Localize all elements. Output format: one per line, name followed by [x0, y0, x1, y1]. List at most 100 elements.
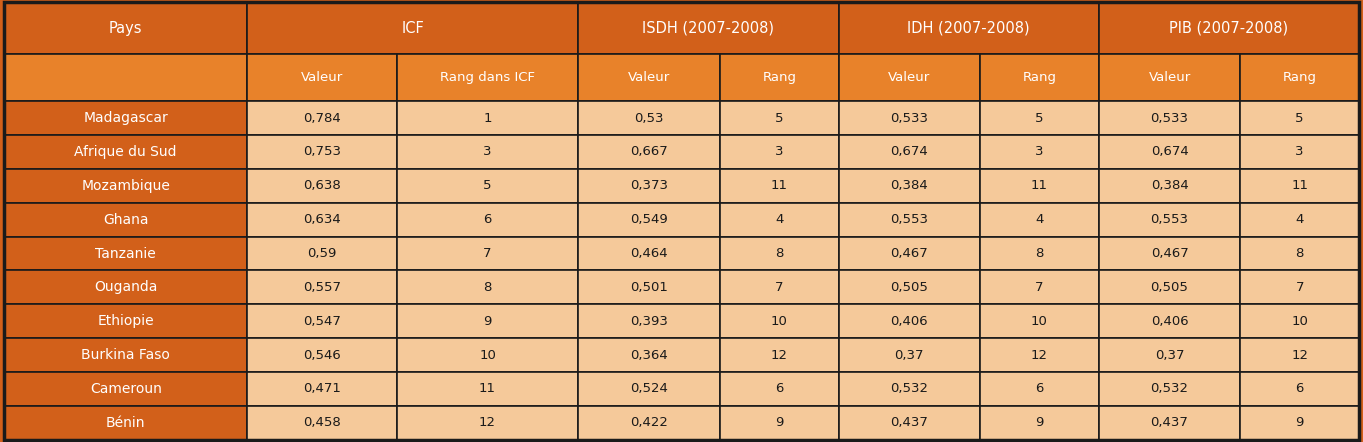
Bar [4, 203, 247, 236]
Text: 1: 1 [484, 111, 492, 125]
Bar [720, 338, 838, 372]
Text: 0,406: 0,406 [1150, 315, 1189, 328]
Text: 6: 6 [1295, 382, 1304, 396]
Text: 7: 7 [1295, 281, 1304, 294]
Text: 10: 10 [1291, 315, 1308, 328]
Text: Bénin: Bénin [106, 416, 146, 430]
Bar [720, 203, 838, 236]
Bar [980, 406, 1099, 440]
Bar [247, 135, 397, 169]
Bar [247, 372, 397, 406]
Text: 11: 11 [770, 179, 788, 192]
Text: 10: 10 [478, 349, 496, 362]
Text: 0,505: 0,505 [1150, 281, 1189, 294]
Bar [1099, 338, 1240, 372]
Text: Madagascar: Madagascar [83, 111, 168, 125]
Bar [838, 338, 980, 372]
Bar [578, 236, 720, 271]
Bar [1240, 338, 1359, 372]
Text: 0,59: 0,59 [307, 247, 337, 260]
Text: 8: 8 [1295, 247, 1304, 260]
Text: Mozambique: Mozambique [82, 179, 170, 193]
Text: 8: 8 [484, 281, 492, 294]
Bar [838, 169, 980, 203]
Text: 11: 11 [478, 382, 496, 396]
Text: Cameroun: Cameroun [90, 382, 162, 396]
Bar [397, 135, 578, 169]
Bar [4, 372, 247, 406]
Bar [838, 101, 980, 135]
Text: ICF: ICF [402, 20, 424, 35]
Bar [980, 135, 1099, 169]
Text: 0,667: 0,667 [630, 145, 668, 158]
Text: 7: 7 [484, 247, 492, 260]
Text: 3: 3 [1295, 145, 1304, 158]
Bar [720, 135, 838, 169]
Bar [1099, 271, 1240, 304]
Text: 6: 6 [776, 382, 784, 396]
Text: 4: 4 [1295, 213, 1304, 226]
Bar [980, 54, 1099, 101]
Bar [4, 101, 247, 135]
Bar [247, 406, 397, 440]
Text: 8: 8 [776, 247, 784, 260]
Text: 0,533: 0,533 [1150, 111, 1189, 125]
Text: 0,553: 0,553 [890, 213, 928, 226]
Bar [1240, 372, 1359, 406]
Text: 12: 12 [478, 416, 496, 429]
Bar [1099, 406, 1240, 440]
Text: 6: 6 [1036, 382, 1044, 396]
Bar [4, 304, 247, 338]
Text: Pays: Pays [109, 20, 143, 35]
Text: 0,37: 0,37 [894, 349, 924, 362]
Text: Burkina Faso: Burkina Faso [82, 348, 170, 362]
Bar [1240, 406, 1359, 440]
Text: 11: 11 [1030, 179, 1048, 192]
Text: 5: 5 [484, 179, 492, 192]
Text: 0,546: 0,546 [303, 349, 341, 362]
Bar [720, 271, 838, 304]
Bar [838, 203, 980, 236]
Text: 0,505: 0,505 [890, 281, 928, 294]
Text: Valeur: Valeur [889, 71, 931, 84]
Text: IDH (2007-2008): IDH (2007-2008) [908, 20, 1030, 35]
Bar [980, 271, 1099, 304]
Text: Ouganda: Ouganda [94, 280, 157, 294]
Bar [4, 236, 247, 271]
Text: Ghana: Ghana [104, 213, 149, 227]
Bar [578, 372, 720, 406]
Text: 9: 9 [1036, 416, 1044, 429]
Text: 0,549: 0,549 [630, 213, 668, 226]
Bar [838, 135, 980, 169]
Text: Rang: Rang [762, 71, 796, 84]
Text: 0,437: 0,437 [1150, 416, 1189, 429]
Bar [397, 203, 578, 236]
Text: 0,373: 0,373 [630, 179, 668, 192]
Bar [1099, 135, 1240, 169]
Bar [1240, 135, 1359, 169]
Bar [838, 271, 980, 304]
Bar [578, 304, 720, 338]
Bar [1240, 101, 1359, 135]
Text: 7: 7 [776, 281, 784, 294]
Bar [578, 338, 720, 372]
Text: 9: 9 [484, 315, 492, 328]
Bar [720, 304, 838, 338]
Text: 0,364: 0,364 [630, 349, 668, 362]
Text: Valeur: Valeur [628, 71, 671, 84]
Bar [397, 236, 578, 271]
Bar [397, 54, 578, 101]
Bar [1099, 203, 1240, 236]
Bar [578, 203, 720, 236]
Bar [397, 372, 578, 406]
Text: 0,467: 0,467 [890, 247, 928, 260]
Text: 0,53: 0,53 [634, 111, 664, 125]
Text: 10: 10 [1030, 315, 1048, 328]
Bar [247, 203, 397, 236]
Bar [980, 338, 1099, 372]
Bar [1240, 236, 1359, 271]
Bar [578, 406, 720, 440]
Text: 0,553: 0,553 [1150, 213, 1189, 226]
Text: 3: 3 [776, 145, 784, 158]
Bar [4, 169, 247, 203]
